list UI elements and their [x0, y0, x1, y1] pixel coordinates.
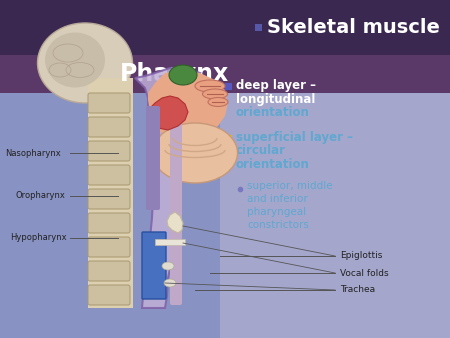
Ellipse shape [37, 23, 132, 103]
Bar [0, 0, 220, 338]
Text: Skeletal muscle: Skeletal muscle [267, 18, 440, 37]
Ellipse shape [202, 89, 228, 99]
Text: Trachea: Trachea [340, 286, 375, 294]
Bar [220, 43, 450, 338]
Text: constrictors: constrictors [247, 220, 309, 230]
Text: and inferior: and inferior [247, 194, 308, 204]
Text: longitudinal: longitudinal [236, 93, 315, 105]
Text: orientation: orientation [236, 158, 310, 170]
Bar [88, 78, 133, 308]
Ellipse shape [208, 97, 228, 106]
FancyBboxPatch shape [88, 237, 130, 257]
FancyBboxPatch shape [142, 232, 166, 299]
Polygon shape [148, 70, 228, 140]
Ellipse shape [153, 123, 238, 183]
FancyBboxPatch shape [146, 106, 160, 210]
Bar [225, 83, 232, 90]
FancyBboxPatch shape [88, 285, 130, 305]
FancyBboxPatch shape [88, 213, 130, 233]
Polygon shape [150, 96, 188, 130]
Text: orientation: orientation [236, 105, 310, 119]
FancyBboxPatch shape [88, 117, 130, 137]
Ellipse shape [164, 279, 176, 287]
Ellipse shape [195, 80, 225, 92]
Text: superior, middle: superior, middle [247, 181, 333, 191]
Text: Epiglottis: Epiglottis [340, 251, 382, 261]
Text: Oropharynx: Oropharynx [15, 192, 65, 200]
FancyBboxPatch shape [88, 165, 130, 185]
Text: pharyngeal: pharyngeal [247, 207, 306, 217]
FancyBboxPatch shape [88, 93, 130, 113]
Text: deep layer –: deep layer – [236, 79, 316, 93]
Text: Nasopharynx: Nasopharynx [5, 148, 61, 158]
Text: superficial layer –: superficial layer – [236, 131, 353, 145]
Polygon shape [167, 212, 183, 233]
Bar [155, 239, 185, 245]
Bar [225, 135, 232, 142]
Polygon shape [135, 68, 200, 308]
Ellipse shape [169, 65, 197, 85]
Text: Hypopharynx: Hypopharynx [10, 234, 67, 242]
Bar [0, 55, 450, 93]
FancyBboxPatch shape [88, 141, 130, 161]
Text: Vocal folds: Vocal folds [340, 268, 389, 277]
Bar [0, 0, 450, 55]
Bar [255, 24, 262, 31]
Ellipse shape [162, 262, 174, 270]
Text: circular: circular [236, 145, 286, 158]
Text: Pharynx: Pharynx [121, 62, 230, 86]
FancyBboxPatch shape [88, 261, 130, 281]
FancyBboxPatch shape [88, 189, 130, 209]
FancyBboxPatch shape [170, 106, 182, 305]
Ellipse shape [45, 32, 105, 88]
